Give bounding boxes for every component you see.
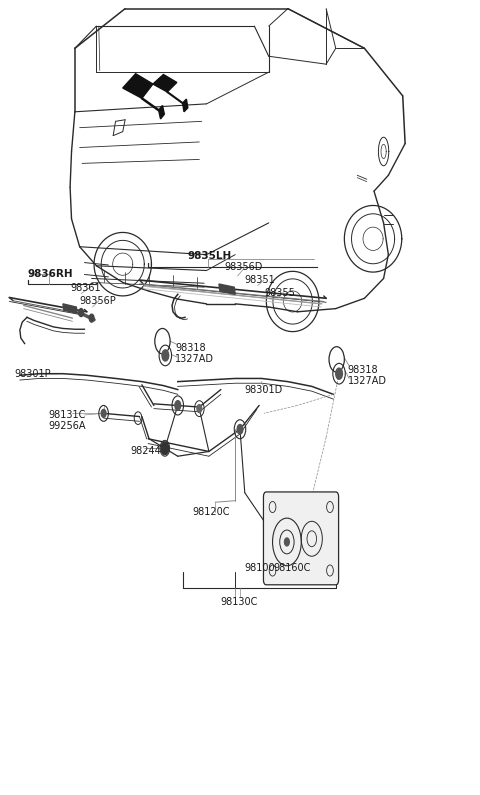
Polygon shape [63, 304, 77, 313]
Text: 98160C: 98160C [274, 563, 311, 573]
Text: 9836RH: 9836RH [27, 270, 72, 280]
Polygon shape [182, 99, 188, 112]
Circle shape [285, 538, 289, 546]
Text: 98244: 98244 [130, 447, 161, 456]
Text: 98356P: 98356P [80, 296, 117, 306]
Circle shape [237, 425, 243, 434]
Polygon shape [219, 284, 235, 294]
Text: 98356D: 98356D [225, 262, 263, 273]
Text: 9835LH: 9835LH [187, 251, 232, 262]
Circle shape [161, 442, 168, 455]
Circle shape [175, 401, 180, 410]
Text: 98131C: 98131C [48, 410, 86, 420]
Text: 1327AD: 1327AD [175, 355, 215, 364]
Text: 98318: 98318 [348, 365, 378, 374]
Text: 98318: 98318 [175, 343, 206, 353]
Circle shape [89, 314, 94, 322]
Text: 98361: 98361 [70, 283, 101, 293]
Polygon shape [153, 75, 177, 92]
Text: 98100: 98100 [245, 563, 276, 573]
Text: 1327AD: 1327AD [348, 376, 387, 386]
Text: 98355: 98355 [264, 288, 295, 298]
Text: 98130C: 98130C [221, 597, 258, 607]
Text: 99256A: 99256A [48, 421, 86, 431]
Text: 98120C: 98120C [192, 506, 229, 517]
Circle shape [101, 409, 106, 417]
Polygon shape [123, 74, 153, 99]
Circle shape [336, 368, 342, 379]
Text: 98301D: 98301D [245, 385, 283, 394]
Circle shape [162, 350, 168, 361]
Polygon shape [158, 106, 164, 119]
Circle shape [79, 308, 84, 316]
Text: 98301P: 98301P [14, 369, 51, 378]
Text: 98351: 98351 [245, 275, 276, 285]
Circle shape [197, 405, 202, 413]
FancyBboxPatch shape [264, 492, 338, 585]
